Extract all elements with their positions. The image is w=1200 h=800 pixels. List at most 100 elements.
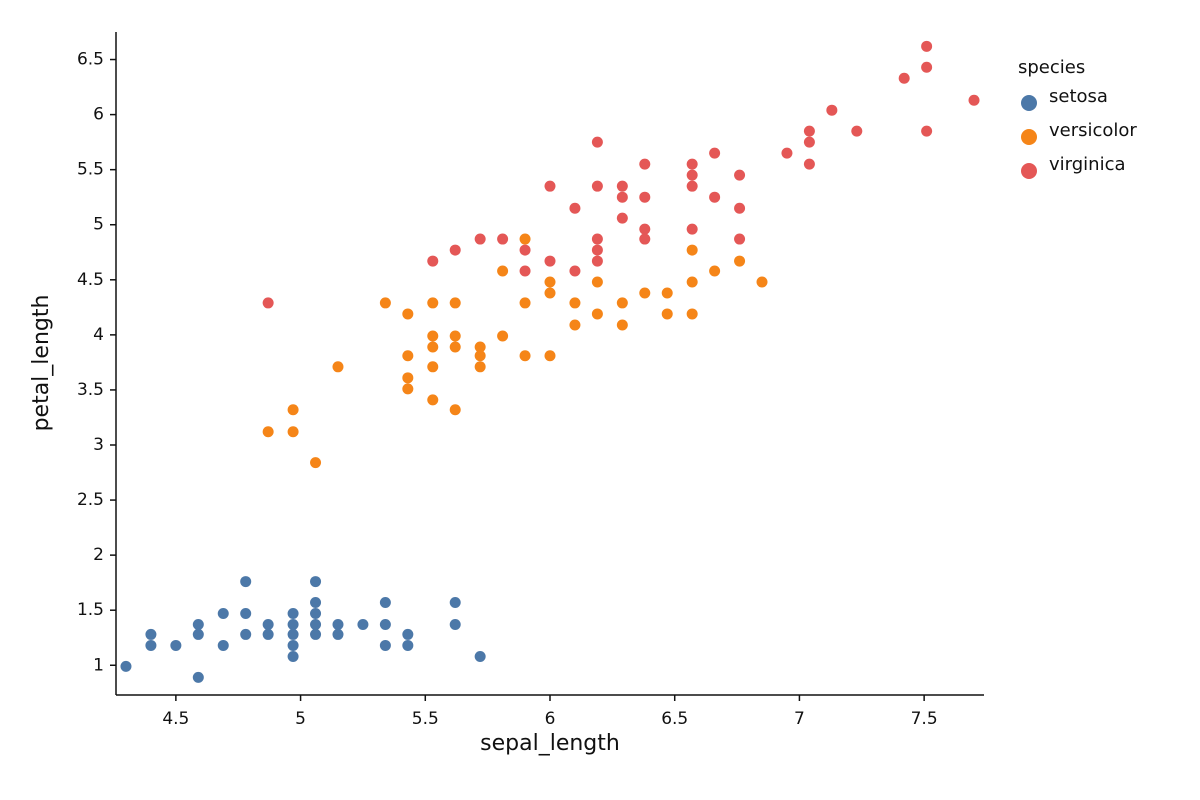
point <box>591 308 603 320</box>
y-tick-label: 3 <box>93 435 104 455</box>
legend-swatch <box>1021 163 1037 179</box>
point <box>332 628 344 640</box>
point <box>639 287 651 299</box>
point <box>402 372 414 384</box>
point <box>287 650 299 662</box>
point <box>449 330 461 342</box>
x-tick-label: 5 <box>295 709 306 729</box>
point <box>519 350 531 362</box>
point <box>921 61 933 73</box>
y-tick-label: 2 <box>93 545 104 565</box>
point <box>310 576 322 588</box>
x-tick-label: 7.5 <box>911 709 938 729</box>
point <box>591 233 603 245</box>
point <box>519 233 531 245</box>
point <box>310 608 322 620</box>
point <box>639 223 651 235</box>
point <box>921 125 933 137</box>
point <box>686 169 698 181</box>
point <box>686 223 698 235</box>
point <box>686 308 698 320</box>
y-tick-label: 4 <box>93 325 104 345</box>
point <box>240 608 252 620</box>
point <box>709 147 721 159</box>
y-tick-label: 6 <box>93 105 104 125</box>
point <box>474 233 486 245</box>
point <box>287 426 299 438</box>
point <box>616 191 628 203</box>
point <box>217 639 229 651</box>
point <box>616 180 628 192</box>
point <box>591 244 603 256</box>
point <box>639 158 651 170</box>
point <box>519 244 531 256</box>
point <box>591 255 603 267</box>
point <box>310 619 322 631</box>
point <box>402 639 414 651</box>
point <box>497 330 509 342</box>
point <box>427 330 439 342</box>
legend-label: versicolor <box>1049 120 1137 141</box>
point <box>287 608 299 620</box>
point <box>310 457 322 469</box>
point <box>569 202 581 214</box>
point <box>427 361 439 373</box>
y-tick-label: 1.5 <box>77 600 104 620</box>
point <box>402 628 414 640</box>
point <box>569 297 581 309</box>
x-tick-label: 7 <box>794 709 805 729</box>
point <box>474 361 486 373</box>
point <box>474 650 486 662</box>
point <box>803 125 815 137</box>
point <box>661 308 673 320</box>
point <box>661 287 673 299</box>
point <box>192 628 204 640</box>
point <box>544 180 556 192</box>
x-axis-title: sepal_length <box>480 731 620 756</box>
legend-title: species <box>1018 57 1085 78</box>
point <box>686 244 698 256</box>
point <box>519 265 531 277</box>
point <box>569 319 581 331</box>
legend-swatch <box>1021 95 1037 111</box>
point <box>544 350 556 362</box>
point <box>449 404 461 416</box>
x-tick-label: 5.5 <box>412 709 439 729</box>
x-tick-label: 4.5 <box>162 709 189 729</box>
point <box>826 104 838 116</box>
point <box>803 136 815 148</box>
point <box>921 40 933 52</box>
point <box>262 619 274 631</box>
point <box>734 169 746 181</box>
y-tick-label: 4.5 <box>77 270 104 290</box>
point <box>192 671 204 683</box>
y-tick-label: 2.5 <box>77 490 104 510</box>
point <box>734 255 746 267</box>
point <box>145 628 157 640</box>
point <box>262 426 274 438</box>
point <box>734 233 746 245</box>
point <box>120 660 132 672</box>
point <box>639 233 651 245</box>
point <box>968 94 980 106</box>
point <box>379 596 391 608</box>
point <box>192 619 204 631</box>
point <box>449 619 461 631</box>
legend-label: setosa <box>1049 86 1108 107</box>
point <box>781 147 793 159</box>
point <box>287 619 299 631</box>
point <box>449 244 461 256</box>
point <box>497 233 509 245</box>
point <box>262 297 274 309</box>
point <box>686 158 698 170</box>
point <box>756 276 768 288</box>
point <box>734 202 746 214</box>
point <box>449 341 461 353</box>
point <box>427 297 439 309</box>
point <box>310 596 322 608</box>
point <box>851 125 863 137</box>
x-tick-label: 6 <box>545 709 556 729</box>
point <box>402 308 414 320</box>
y-tick-label: 5 <box>93 215 104 235</box>
point <box>449 297 461 309</box>
